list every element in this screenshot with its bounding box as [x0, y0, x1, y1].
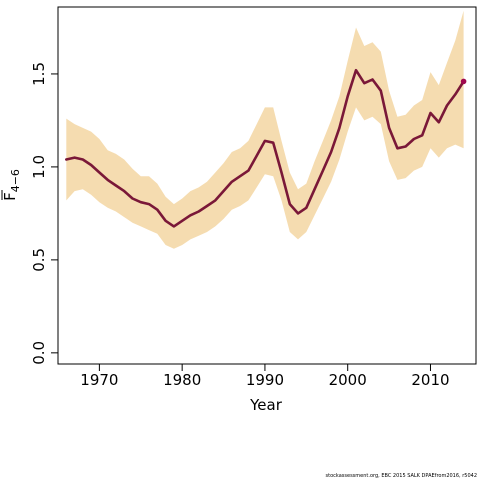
y-axis-title-main: F: [1, 192, 19, 201]
x-axis: 1970 1980 1990 2000 2010: [80, 364, 450, 389]
y-axis-title-subscript: 4−6: [9, 169, 22, 192]
y-axis: 0.0 0.5 1.0 1.5: [30, 62, 58, 365]
confidence-band: [66, 10, 464, 249]
x-tick-label: 1970: [80, 371, 118, 389]
x-tick-label: 2010: [411, 371, 449, 389]
x-tick-label: 1980: [163, 371, 201, 389]
endpoint-marker: [460, 78, 467, 85]
x-axis-title: Year: [249, 396, 283, 414]
x-tick-label: 1990: [246, 371, 284, 389]
y-tick-label: 1.5: [30, 62, 48, 86]
y-tick-label: 1.0: [30, 155, 48, 179]
y-tick-label: 0.5: [30, 248, 48, 272]
y-axis-title: F4−6: [1, 169, 22, 201]
plot-frame: [57, 6, 477, 365]
svg-text:F4−6: F4−6: [1, 169, 22, 201]
plot-area: [57, 6, 477, 365]
series-line: [65, 68, 465, 228]
y-tick-label: 0.0: [30, 341, 48, 365]
x-tick-label: 2000: [329, 371, 367, 389]
footer-credit: stockassessment.org, EBC 2015 SALK DPAEf…: [325, 473, 477, 479]
